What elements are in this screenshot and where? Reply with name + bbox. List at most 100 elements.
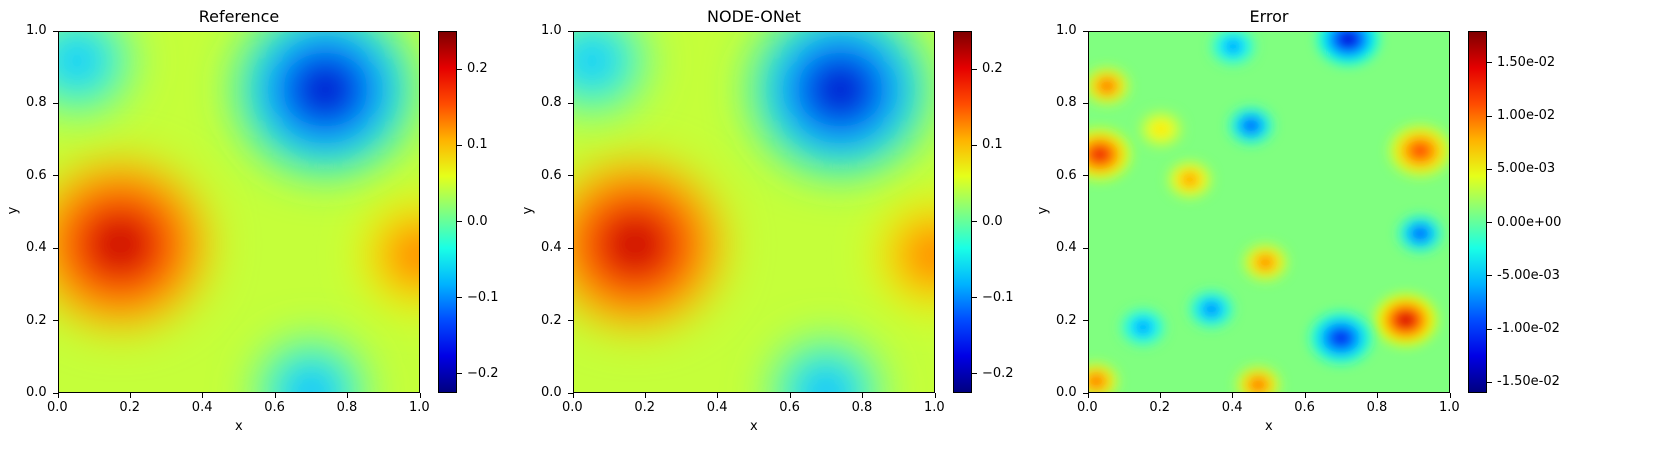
colorbar-tick-label: 1.50e-02: [1497, 54, 1556, 70]
colorbar-tick-mark: [972, 373, 977, 375]
x-tick-label: 0.2: [634, 400, 656, 415]
x-tick-label: 0.2: [119, 400, 141, 415]
x-tick-label: 0.0: [1077, 400, 1098, 415]
field-peak: [877, 201, 934, 310]
x-tick-mark: [1377, 393, 1379, 398]
x-tick-label: 0.4: [1221, 400, 1243, 415]
field-contour: [822, 72, 859, 107]
field-contour: [65, 50, 89, 72]
y-tick-mark: [568, 102, 573, 104]
field-contour: [307, 72, 344, 107]
colorbar-tick-label: 0.1: [982, 137, 1003, 153]
x-tick-mark: [347, 393, 349, 398]
x-tick-label: 0.6: [779, 400, 800, 415]
colorbar-tick-mark: [972, 68, 977, 70]
x-tick-label: 0.6: [1294, 400, 1315, 415]
field-contour: [1415, 230, 1425, 238]
colorbar-tick-mark: [457, 297, 462, 299]
field-peak: [1236, 366, 1280, 392]
colorbar-tick-label: −0.1: [467, 289, 499, 305]
field-contour: [814, 381, 838, 392]
x-tick-mark: [572, 393, 574, 398]
field-contour: [1334, 332, 1348, 344]
x-tick-mark: [717, 393, 719, 398]
field-trough: [1398, 215, 1442, 252]
y-axis-label: y: [5, 206, 21, 215]
colorbar-tick-mark: [1487, 62, 1492, 64]
heatmap-field: [59, 32, 419, 392]
y-tick-label: 0.6: [541, 167, 562, 183]
colorbar-tick-mark: [1487, 168, 1492, 170]
field-peak: [362, 201, 419, 310]
y-tick-mark: [53, 175, 58, 177]
y-tick-mark: [568, 30, 573, 32]
y-tick-label: 0.8: [1056, 95, 1077, 111]
y-tick-label: 1.0: [26, 23, 47, 38]
x-tick-label: 1.0: [924, 400, 945, 415]
colorbar-tick-label: 0.1: [467, 137, 488, 153]
field-contour: [1138, 323, 1148, 331]
field-trough: [234, 32, 417, 176]
y-tick-label: 0.8: [541, 95, 562, 111]
x-tick-mark: [1159, 393, 1161, 398]
x-tick-label: 0.2: [1149, 400, 1171, 415]
colorbar-tick-mark: [457, 373, 462, 375]
x-tick-label: 1.0: [1439, 400, 1460, 415]
heatmap-field: [1089, 32, 1449, 392]
x-tick-label: 0.0: [562, 400, 583, 415]
heatmap-plot: [573, 31, 935, 393]
x-tick-mark: [1232, 393, 1234, 398]
field-contour: [407, 244, 419, 266]
field-peak: [1375, 294, 1437, 346]
x-tick-mark: [1304, 393, 1306, 398]
y-tick-label: 1.0: [1056, 23, 1077, 38]
x-axis-label: x: [1265, 419, 1273, 434]
colorbar-tick-mark: [972, 297, 977, 299]
field-peak: [1389, 125, 1449, 176]
heatmap-plot: [1088, 31, 1450, 393]
field-contour: [1399, 314, 1412, 326]
y-tick-label: 0.0: [1056, 385, 1077, 400]
field-contour: [1102, 82, 1112, 90]
y-tick-mark: [568, 247, 573, 249]
x-tick-label: 1.0: [409, 400, 430, 415]
field-trough: [254, 338, 368, 392]
y-tick-mark: [53, 102, 58, 104]
field-peak: [1089, 363, 1118, 392]
field-contour: [580, 50, 604, 72]
y-tick-mark: [53, 392, 58, 394]
x-tick-mark: [1087, 393, 1089, 398]
x-tick-label: 0.6: [264, 400, 285, 415]
colorbar-tick-mark: [457, 144, 462, 146]
field-contour: [299, 381, 323, 392]
colorbar-tick-label: −0.2: [467, 365, 499, 381]
field-contour: [102, 227, 139, 262]
x-axis-label: x: [235, 419, 243, 434]
x-axis-label: x: [750, 419, 758, 434]
field-peak: [1168, 161, 1212, 198]
colorbar-tick-label: 5.00e-03: [1497, 161, 1556, 177]
colorbar-tick-label: 0.00e+00: [1497, 214, 1562, 230]
field-trough: [1229, 107, 1273, 144]
field-contour: [1207, 305, 1216, 313]
field-peak: [574, 158, 726, 331]
field-contour: [617, 227, 654, 262]
colorbar-tick-mark: [1487, 381, 1492, 383]
colorbar-tick-mark: [1487, 115, 1492, 117]
y-tick-mark: [1083, 102, 1088, 104]
field-peak: [1089, 68, 1129, 104]
colorbar-tick-mark: [972, 144, 977, 146]
x-tick-mark: [644, 393, 646, 398]
x-tick-mark: [202, 393, 204, 398]
field-contour: [1185, 176, 1195, 184]
field-trough: [1189, 291, 1233, 328]
y-tick-label: 1.0: [541, 23, 562, 38]
colorbar: [1468, 31, 1487, 393]
y-tick-label: 0.0: [541, 385, 562, 400]
colorbar: [438, 31, 457, 393]
field-contour: [1261, 258, 1270, 266]
x-tick-label: 0.0: [47, 400, 68, 415]
field-trough: [1310, 312, 1372, 364]
x-tick-mark: [862, 393, 864, 398]
colorbar-tick-label: 0.0: [467, 213, 488, 229]
